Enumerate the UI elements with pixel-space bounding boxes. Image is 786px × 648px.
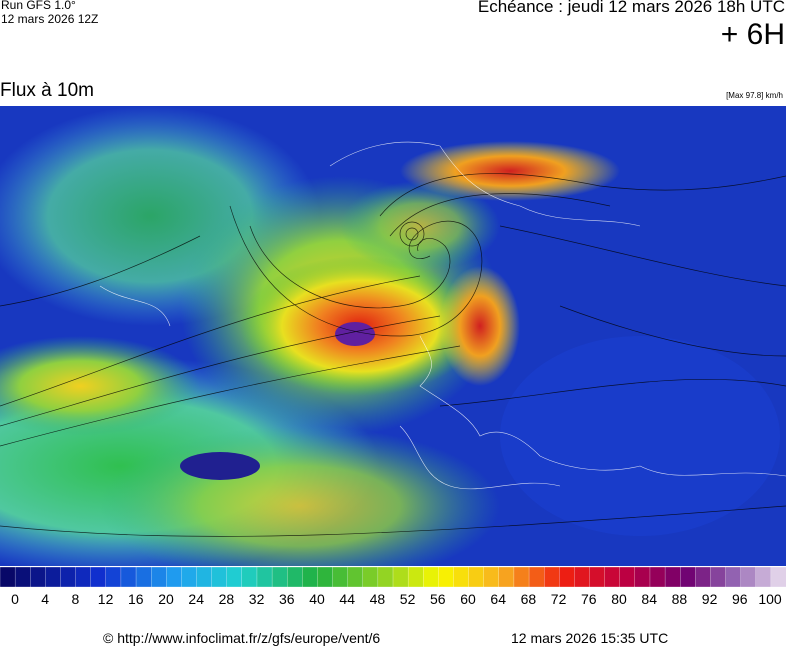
colorbar-swatch	[453, 567, 470, 588]
colorbar: 0 4 8 12 16 20 24 28 32 36 40 44 48 52 56 60 64 68 72 76 80 8…	[0, 567, 786, 607]
colorbar-swatch	[664, 567, 681, 588]
max-label: [Max 97.8] km/h	[726, 91, 783, 100]
colorbar-swatch	[528, 567, 545, 588]
colorbar-swatch	[135, 567, 152, 588]
colorbar-label: 88	[672, 591, 688, 607]
colorbar-swatch	[45, 567, 62, 588]
colorbar-swatch	[75, 567, 92, 588]
colorbar-label: 52	[400, 591, 416, 607]
colorbar-swatch	[407, 567, 424, 588]
colorbar-swatch	[271, 567, 288, 588]
colorbar-swatch	[256, 567, 273, 588]
colorbar-swatch	[483, 567, 500, 588]
colorbar-swatch	[559, 567, 576, 588]
colorbar-label: 56	[430, 591, 446, 607]
colorbar-label: 36	[279, 591, 295, 607]
colorbar-swatch	[377, 567, 394, 588]
colorbar-label: 0	[11, 591, 19, 607]
colorbar-label: 60	[460, 591, 476, 607]
colorbar-swatch	[634, 567, 651, 588]
colorbar-swatch	[438, 567, 455, 588]
colorbar-label: 12	[98, 591, 114, 607]
colorbar-swatch	[347, 567, 364, 588]
colorbar-swatch	[317, 567, 334, 588]
colorbar-swatch	[302, 567, 319, 588]
colorbar-label: 20	[158, 591, 174, 607]
colorbar-label: 72	[551, 591, 567, 607]
colorbar-swatch	[211, 567, 228, 588]
colorbar-swatch	[695, 567, 712, 588]
colorbar-swatch	[649, 567, 666, 588]
colorbar-swatch	[770, 567, 786, 588]
colorbar-swatch	[392, 567, 409, 588]
colorbar-label: 48	[370, 591, 386, 607]
colorbar-swatch	[725, 567, 742, 588]
colorbar-swatch	[619, 567, 636, 588]
colorbar-swatch	[0, 567, 16, 588]
wind-map	[0, 106, 786, 566]
colorbar-swatch	[181, 567, 198, 588]
colorbar-label: 84	[641, 591, 657, 607]
colorbar-swatch	[90, 567, 107, 588]
colorbar-swatch	[241, 567, 258, 588]
colorbar-swatch	[120, 567, 137, 588]
colorbar-label: 96	[732, 591, 748, 607]
wind-field	[0, 106, 780, 566]
lead-time: + 6H	[720, 18, 785, 51]
colorbar-label: 44	[339, 591, 355, 607]
colorbar-swatch	[332, 567, 349, 588]
colorbar-label: 4	[41, 591, 49, 607]
colorbar-swatch	[740, 567, 757, 588]
colorbar-swatch	[30, 567, 46, 588]
colorbar-label: 24	[188, 591, 204, 607]
valid-time: Echéance : jeudi 12 mars 2026 18h UTC	[477, 0, 785, 16]
colorbar-swatch	[151, 567, 167, 588]
run-date: 12 mars 2026 12Z	[1, 12, 99, 26]
colorbar-label: 68	[521, 591, 537, 607]
colorbar-swatch	[362, 567, 379, 588]
colorbar-label: 80	[611, 591, 627, 607]
colorbar-swatch	[423, 567, 439, 588]
colorbar-label: 8	[72, 591, 80, 607]
colorbar-swatch	[60, 567, 77, 588]
colorbar-swatch	[574, 567, 591, 588]
colorbar-label: 92	[702, 591, 718, 607]
colorbar-swatch	[468, 567, 485, 588]
colorbar-label: 100	[758, 591, 782, 607]
colorbar-label: 16	[128, 591, 144, 607]
colorbar-swatch	[498, 567, 515, 588]
colorbar-swatch	[196, 567, 213, 588]
colorbar-swatch	[755, 567, 772, 588]
field-title: Flux à 10m	[0, 80, 94, 101]
coastlines	[99, 141, 786, 490]
colorbar-swatch	[680, 567, 696, 588]
colorbar-label: 64	[490, 591, 506, 607]
colorbar-swatch	[226, 567, 243, 588]
colorbar-swatch	[105, 567, 122, 588]
colorbar-swatch	[544, 567, 560, 588]
colorbar-swatch	[589, 567, 606, 588]
colorbar-swatch	[604, 567, 621, 588]
streamlines	[0, 173, 786, 537]
colorbar-label: 32	[249, 591, 265, 607]
timestamp: 12 mars 2026 15:35 UTC	[511, 630, 669, 646]
source-url: © http://www.infoclimat.fr/z/gfs/europe/…	[103, 630, 381, 646]
colorbar-label: 28	[219, 591, 235, 607]
colorbar-label: 40	[309, 591, 325, 607]
run-label: Run GFS 1.0°	[1, 0, 76, 12]
colorbar-swatch	[166, 567, 183, 588]
colorbar-swatch	[287, 567, 303, 588]
colorbar-swatch	[710, 567, 727, 588]
colorbar-swatch	[14, 567, 31, 588]
colorbar-swatch	[513, 567, 530, 588]
colorbar-label: 76	[581, 591, 597, 607]
